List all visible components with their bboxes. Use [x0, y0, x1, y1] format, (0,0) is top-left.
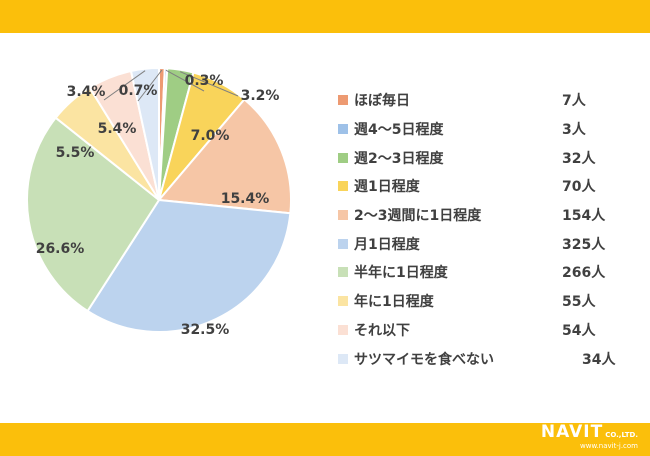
brand-suffix: CO.,LTD. [605, 431, 638, 439]
legend-count: 34人 [582, 351, 616, 368]
legend-label: それ以下 [354, 322, 410, 339]
legend-swatch [338, 181, 348, 192]
legend-label: 年に1日程度 [354, 294, 434, 311]
slice-percent-label: 5.5% [56, 145, 95, 161]
legend-swatch [338, 210, 348, 221]
legend-item: 半年に1日程度 266人 [338, 258, 638, 287]
legend-label: ほぼ毎日 [354, 93, 410, 110]
legend-count: 154人 [562, 208, 606, 225]
slice-percent-label: 26.6% [36, 241, 85, 257]
brand-name: NAVIT [540, 422, 604, 442]
legend-count: 55人 [562, 294, 596, 311]
slice-percent-label: 3.4% [67, 84, 106, 100]
legend-label: 月1日程度 [354, 236, 420, 253]
legend-swatch [338, 124, 348, 135]
leader-line [137, 69, 163, 102]
legend-item: ほぼ毎日 7人 [338, 86, 638, 115]
legend-count: 325人 [562, 236, 606, 253]
legend-count: 3人 [562, 122, 586, 139]
legend-label: 2～3週間に1日程度 [354, 208, 482, 225]
legend-count: 266人 [562, 265, 606, 282]
legend-swatch [338, 267, 348, 278]
legend-swatch [338, 296, 348, 307]
legend-count: 54人 [562, 322, 596, 339]
slice-percent-label: 15.4% [221, 191, 270, 207]
pie-chart: 0.7% 0.3% 3.2% 7.0% 15.4% 32.5% 26.6% 5.5%5.4% 3… [26, 66, 292, 338]
slice-percent-label: 5.4% [98, 121, 137, 137]
legend-label: 週1日程度 [354, 179, 420, 196]
legend-count: 70人 [562, 179, 596, 196]
legend-item: サツマイモを食べない 34人 [338, 344, 638, 373]
leader-line [165, 69, 205, 92]
legend-swatch [338, 238, 348, 249]
legend-item: 年に1日程度 55人 [338, 287, 638, 316]
legend-label: 週4～5日程度 [354, 122, 444, 139]
slice-percent-label: 0.3% [185, 73, 224, 89]
legend-item: 週4～5日程度 3人 [338, 115, 638, 144]
legend-swatch [338, 324, 348, 335]
chart-legend: ほぼ毎日 7人週4～5日程度 3人週2～3日程度 32人週1日程度 70人 2～3週間に1… [338, 86, 638, 373]
legend-swatch [338, 95, 348, 106]
legend-item: 週2～3日程度 32人 [338, 143, 638, 172]
legend-count: 32人 [562, 150, 596, 167]
legend-item: 週1日程度 70人 [338, 172, 638, 201]
legend-swatch [338, 353, 348, 364]
bottom-banner: NAVIT CO.,LTD. www.navit-j.com [0, 423, 650, 456]
legend-item: 月1日程度 325人 [338, 229, 638, 258]
legend-item: それ以下 54人 [338, 316, 638, 345]
legend-swatch [338, 152, 348, 163]
brand-logo: NAVIT CO.,LTD. www.navit-j.com [541, 424, 638, 450]
leader-line [179, 71, 239, 97]
slice-percent-label: 7.0% [191, 128, 230, 144]
slice-percent-label: 0.7% [119, 83, 158, 99]
legend-label: 週2～3日程度 [354, 150, 444, 167]
legend-label: 半年に1日程度 [354, 265, 448, 282]
slice-percent-label: 3.2% [241, 88, 280, 104]
legend-count: 7人 [562, 93, 586, 110]
leader-line [103, 70, 146, 101]
pie-slice [26, 116, 161, 313]
legend-label: サツマイモを食べない [354, 351, 494, 368]
legend-item: 2～3週間に1日程度 154人 [338, 201, 638, 230]
brand-url: www.navit-j.com [580, 442, 638, 450]
pie-slice [157, 97, 292, 215]
top-banner [0, 0, 650, 33]
slice-percent-label: 32.5% [181, 322, 230, 338]
